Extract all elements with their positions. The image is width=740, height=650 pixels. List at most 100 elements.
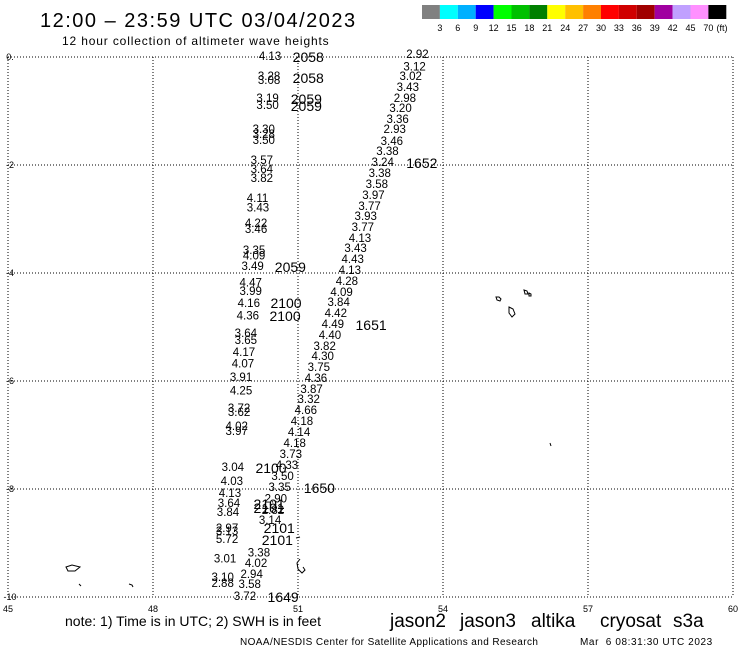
wave-height-label: 3.43 <box>397 82 419 94</box>
wave-height-label: 3.13 <box>216 526 238 538</box>
legend-swatch <box>475 5 494 19</box>
wave-height-label: 3.38 <box>376 146 398 158</box>
pass-time-label: 2059 <box>291 91 322 107</box>
wave-height-label: 4.16 <box>238 298 260 310</box>
wave-height-label: 4.18 <box>284 438 306 450</box>
island-outline <box>549 442 552 447</box>
wave-height-label: 3.50 <box>271 471 293 483</box>
legend-label: 27 <box>578 23 588 33</box>
wave-height-label: 4.33 <box>276 460 298 472</box>
pass-time-label: 2101 <box>264 520 295 536</box>
island-outline <box>295 536 301 539</box>
wave-height-label: 3.38 <box>369 168 391 180</box>
wave-height-label: 4.11 <box>247 193 269 205</box>
wave-height-label: 3.32 <box>298 394 320 406</box>
wave-height-label: 3.65 <box>235 335 257 347</box>
x-tick-label: 57 <box>583 604 593 614</box>
coastlines <box>65 289 552 588</box>
wave-height-label: 3.93 <box>355 211 377 223</box>
satellite-legend-altika: altika <box>531 611 576 632</box>
x-tick-label: 60 <box>728 604 738 614</box>
pass-time-label: 2058 <box>293 49 324 65</box>
legend-label: 12 <box>489 23 499 33</box>
wave-height-label: 3.58 <box>366 179 388 191</box>
island-outline <box>296 558 306 574</box>
wave-height-label: 3.91 <box>230 372 252 384</box>
legend-swatch <box>708 5 727 19</box>
legend-label: 39 <box>650 23 660 33</box>
pass-time-label: 2058 <box>293 70 324 86</box>
legend-swatch <box>601 5 619 19</box>
wave-height-label: 4.36 <box>237 311 259 323</box>
wave-height-label: 3.50 <box>256 100 278 112</box>
wave-height-label: 4.03 <box>221 476 243 488</box>
wave-height-label: 3.36 <box>386 114 408 126</box>
footer-credit: NOAA/NESDIS Center for Satellite Applica… <box>240 637 538 648</box>
wave-height-label: 4.42 <box>325 308 347 320</box>
wave-height-label: 3.12 <box>403 61 425 73</box>
wave-height-label: 3.72 <box>234 591 256 603</box>
legend-swatch <box>583 5 601 19</box>
legend-label: 18 <box>524 23 534 33</box>
wave-height-label: 4.02 <box>226 421 248 433</box>
wave-height-label: 4.13 <box>349 233 371 245</box>
wave-height-label: 3.46 <box>245 224 267 236</box>
wave-height-label: 2.82 <box>262 505 284 517</box>
y-tick-label: -10 <box>3 592 16 602</box>
wave-height-label: 3.04 <box>222 462 245 474</box>
wave-height-label: 4.13 <box>339 265 361 277</box>
wave-height-label: 4.14 <box>288 427 311 439</box>
pass-time-label: 1650 <box>304 480 335 496</box>
pass-time-label: 2101 <box>254 496 285 512</box>
wave-height-label: 3.57 <box>251 155 273 167</box>
wave-height-label: 4.22 <box>245 218 267 230</box>
wave-height-label: 2.94 <box>240 569 263 581</box>
pass-time-label: 2059 <box>275 259 306 275</box>
wave-height-label: 4.36 <box>305 373 327 385</box>
pass-time-label: 2100 <box>255 460 286 476</box>
x-tick-label: 48 <box>148 604 158 614</box>
legend-unit: (ft) <box>717 23 728 33</box>
wave-height-label: 3.77 <box>352 222 374 234</box>
wave-height-label: 3.10 <box>211 572 233 584</box>
wave-height-label: 4.09 <box>243 250 265 262</box>
wave-height-label: 4.18 <box>291 416 313 428</box>
grid <box>7 56 734 598</box>
legend-swatch <box>493 5 512 19</box>
units-note: note: 1) Time is in UTC; 2) SWH is in fe… <box>65 613 321 629</box>
wave-height-label: 3.97 <box>362 190 384 202</box>
wave-height-label: 3.02 <box>400 71 422 83</box>
pass-time-label: 2100 <box>269 308 300 324</box>
wave-height-label: 4.09 <box>330 287 352 299</box>
pass-time-label: 2101 <box>254 500 285 516</box>
legend-swatch <box>690 5 709 19</box>
legend-swatch <box>618 5 637 19</box>
wave-height-label: 4.02 <box>245 558 267 570</box>
wave-height-label: 3.73 <box>280 449 302 461</box>
wave-height-label: 3.84 <box>327 297 350 309</box>
wave-height-label: 4.30 <box>312 351 334 363</box>
pass-time-label: 1649 <box>268 589 299 605</box>
wave-height-label: 3.49 <box>241 261 263 273</box>
wave-height-label: 2.93 <box>384 124 406 136</box>
island-outline <box>528 292 532 297</box>
wave-height-label: 4.13 <box>219 488 241 500</box>
wave-height-label: 3.46 <box>381 136 403 148</box>
pass-time-label: 2101 <box>262 532 293 548</box>
y-tick-label: -2 <box>6 160 14 170</box>
wave-height-label: 4.47 <box>240 277 262 289</box>
wave-height-label: 3.64 <box>251 164 274 176</box>
legend-label: 6 <box>455 23 460 33</box>
wave-height-label: 3.08 <box>258 75 280 87</box>
legend-swatch <box>422 5 440 19</box>
legend-label: 15 <box>506 23 516 33</box>
legend-label: 45 <box>685 23 695 33</box>
island-outline <box>128 583 134 588</box>
wave-height-label: 4.07 <box>232 358 254 370</box>
wave-height-label: 3.01 <box>214 554 236 566</box>
wave-height-label: 3.43 <box>247 203 269 215</box>
legend-label: 30 <box>596 23 606 33</box>
y-tick-label: -4 <box>6 268 14 278</box>
wave-height-label: 3.14 <box>259 515 282 527</box>
island-outline <box>495 296 502 302</box>
